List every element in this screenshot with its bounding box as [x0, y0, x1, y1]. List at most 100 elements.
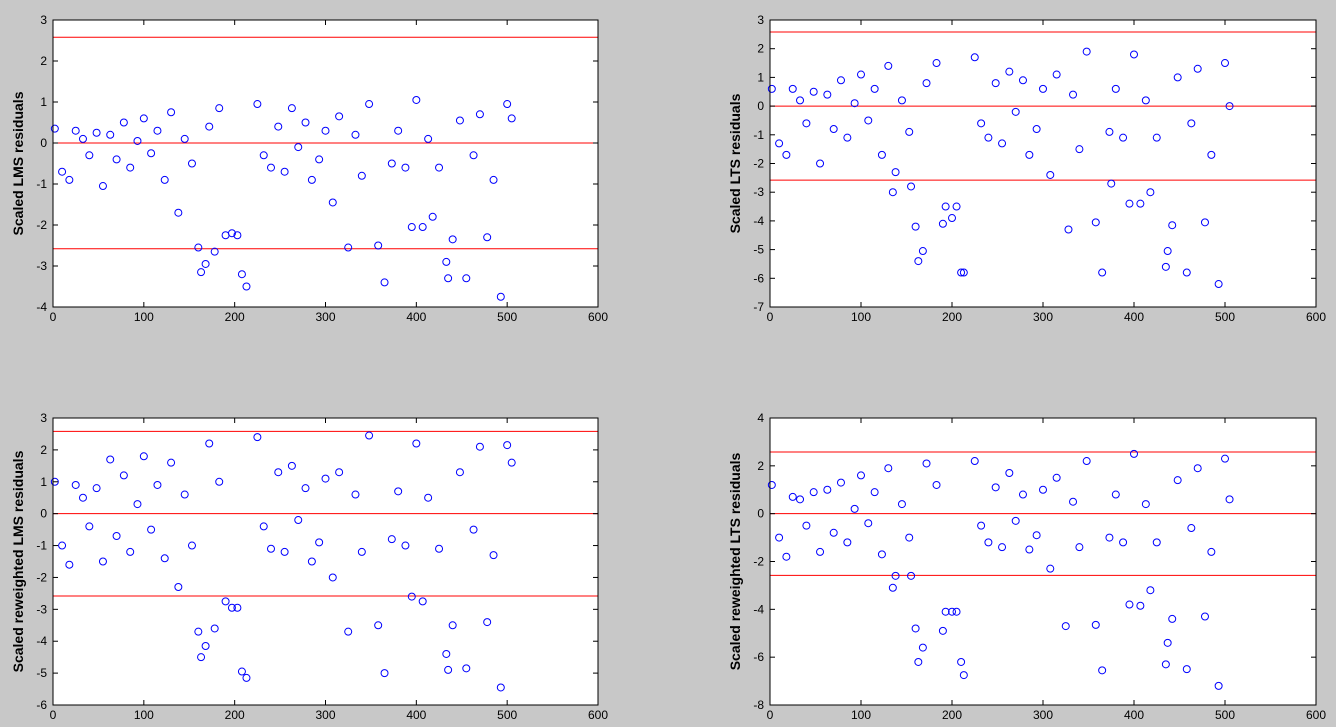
- point: [984, 538, 993, 547]
- point: [126, 547, 135, 556]
- y-axis-label: Scaled LMS residuals: [10, 91, 26, 235]
- point: [483, 233, 492, 242]
- point: [58, 167, 67, 176]
- point: [194, 627, 203, 636]
- x-tick-label: 200: [942, 708, 962, 722]
- point: [455, 468, 464, 477]
- point: [970, 457, 979, 466]
- point: [1163, 638, 1172, 647]
- point: [71, 480, 80, 489]
- y-tick-label: -3: [36, 259, 47, 273]
- point: [884, 464, 893, 473]
- point: [351, 490, 360, 499]
- point: [1130, 50, 1138, 59]
- point: [1075, 543, 1084, 552]
- point: [767, 84, 776, 93]
- point: [836, 478, 845, 487]
- point: [1069, 90, 1078, 99]
- point: [374, 621, 383, 630]
- point: [922, 459, 931, 468]
- point: [307, 175, 316, 184]
- point: [1187, 119, 1196, 128]
- point: [1221, 59, 1229, 68]
- point: [357, 547, 366, 556]
- point: [489, 551, 498, 560]
- point: [870, 488, 879, 497]
- y-tick-label: -1: [36, 177, 47, 191]
- point: [85, 522, 94, 531]
- point: [1111, 490, 1120, 499]
- point: [897, 500, 906, 509]
- point: [307, 557, 316, 566]
- point: [1161, 660, 1170, 669]
- point: [888, 188, 897, 197]
- point: [957, 657, 966, 666]
- point: [119, 118, 128, 127]
- point: [280, 167, 289, 176]
- point: [914, 657, 923, 666]
- x-tick-label: 500: [1215, 708, 1235, 722]
- point: [462, 274, 471, 283]
- point: [977, 119, 986, 128]
- point: [210, 624, 219, 633]
- point: [998, 543, 1007, 552]
- point: [424, 134, 433, 143]
- point: [85, 151, 94, 160]
- y-tick-label: 1: [40, 475, 47, 489]
- point: [133, 136, 142, 145]
- x-tick-label: 600: [588, 310, 608, 324]
- point: [1182, 665, 1191, 674]
- y-tick-label: 0: [40, 507, 47, 521]
- y-tick-label: 2: [757, 42, 764, 56]
- x-tick-label: 100: [134, 708, 154, 722]
- point: [267, 163, 275, 172]
- x-tick-label: 300: [315, 310, 335, 324]
- point: [938, 626, 947, 635]
- point: [1025, 545, 1034, 554]
- point: [92, 128, 101, 137]
- y-tick-label: -5: [36, 666, 47, 680]
- x-tick-label: 600: [1306, 310, 1326, 324]
- point: [816, 159, 825, 168]
- point: [294, 516, 303, 525]
- point: [1141, 500, 1150, 509]
- x-tick-label: 400: [1124, 310, 1144, 324]
- point: [1119, 538, 1128, 547]
- point: [864, 116, 873, 125]
- y-tick-label: 0: [40, 136, 47, 150]
- point: [959, 671, 968, 680]
- point: [507, 458, 516, 467]
- point: [782, 150, 791, 159]
- point: [469, 525, 478, 534]
- point: [957, 268, 966, 277]
- point: [836, 76, 845, 85]
- point: [112, 531, 121, 540]
- point: [1107, 179, 1116, 188]
- point: [328, 198, 337, 207]
- y-tick-label: -4: [36, 300, 47, 314]
- point: [1005, 67, 1014, 76]
- point: [870, 84, 879, 93]
- point: [1091, 218, 1100, 227]
- y-tick-label: 2: [757, 459, 764, 473]
- point: [301, 484, 310, 493]
- point: [194, 243, 203, 252]
- y-tick-label: -4: [753, 602, 764, 616]
- point: [948, 214, 956, 223]
- x-tick-label: 500: [497, 310, 517, 324]
- point: [237, 667, 246, 676]
- point: [1069, 497, 1078, 506]
- point: [274, 122, 283, 131]
- point: [351, 130, 360, 139]
- point: [328, 573, 337, 582]
- point: [428, 212, 437, 221]
- point: [126, 163, 135, 172]
- point: [380, 669, 389, 678]
- point: [1018, 76, 1027, 85]
- y-tick-label: -2: [753, 157, 764, 171]
- point: [407, 223, 416, 232]
- point: [448, 621, 457, 630]
- point: [905, 533, 914, 542]
- point: [1082, 457, 1091, 466]
